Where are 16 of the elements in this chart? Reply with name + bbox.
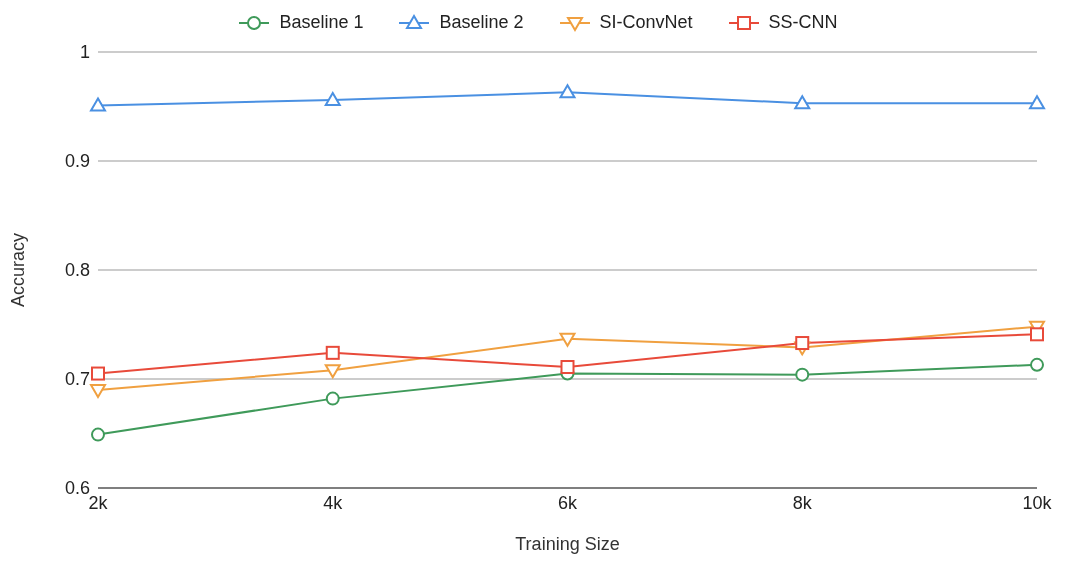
y-tick-label: 0.9 bbox=[64, 151, 90, 172]
legend-label: SS-CNN bbox=[767, 12, 838, 33]
legend-label: SI-ConvNet bbox=[598, 12, 693, 33]
x-axis-title: Training Size bbox=[515, 534, 620, 554]
legend-label: Baseline 1 bbox=[278, 12, 364, 33]
x-tick-label: 6k bbox=[557, 492, 578, 513]
y-tick-label: 0.6 bbox=[64, 478, 90, 499]
x-tick-label: 8k bbox=[792, 492, 813, 513]
y-axis-title: Accuracy bbox=[8, 232, 29, 308]
x-tick-label: 2k bbox=[88, 492, 109, 513]
x-tick-label: 4k bbox=[323, 492, 344, 513]
y-tick-label: 0.7 bbox=[64, 369, 90, 390]
y-tick-label: 0.8 bbox=[64, 260, 90, 281]
legend-label: Baseline 2 bbox=[438, 12, 524, 33]
x-tick-label: 10k bbox=[1022, 492, 1053, 513]
y-tick-label: 1 bbox=[79, 42, 90, 63]
